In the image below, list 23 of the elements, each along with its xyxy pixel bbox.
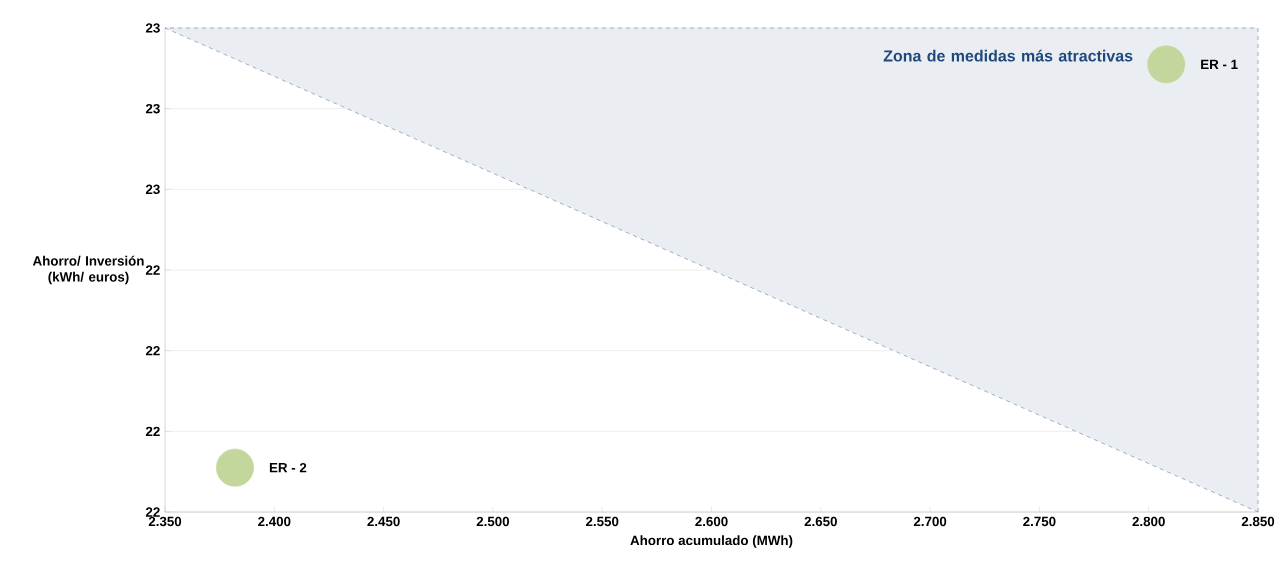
x-tick-label: 2.800 [1132,516,1165,527]
x-tick-label: 2.500 [476,516,510,527]
y-tick-label: 23 [145,103,160,114]
x-tick-label: 2.350 [148,516,182,527]
y-axis-title: Ahorro/ Inversión (kWh/ euros) [32,255,144,285]
x-axis-title: Ahorro acumulado (MWh) [630,535,793,548]
x-tick-label: 2.400 [258,516,291,527]
y-tick-label: 23 [145,184,160,195]
annotation: ER - 1 [1201,59,1238,69]
x-tick-label: 2.750 [1023,516,1056,527]
x-tick-label: 2.650 [804,516,837,527]
y-tick-label: 22 [145,426,160,436]
x-tick-label: 2.850 [1241,516,1275,527]
x-tick-label: 2.450 [367,516,400,527]
y-tick-label: 22 [145,507,160,517]
annotation: ER - 2 [269,462,307,473]
x-tick-label: 2.550 [585,516,619,527]
x-tick-label: 2.700 [913,516,947,527]
annotation: Zona de medidas más atractivas [883,49,1133,62]
y-tick-label: 22 [145,346,160,356]
y-tick-label: 23 [145,23,160,33]
x-tick-label: 2.600 [695,516,728,527]
y-tick-label: 22 [145,265,160,275]
